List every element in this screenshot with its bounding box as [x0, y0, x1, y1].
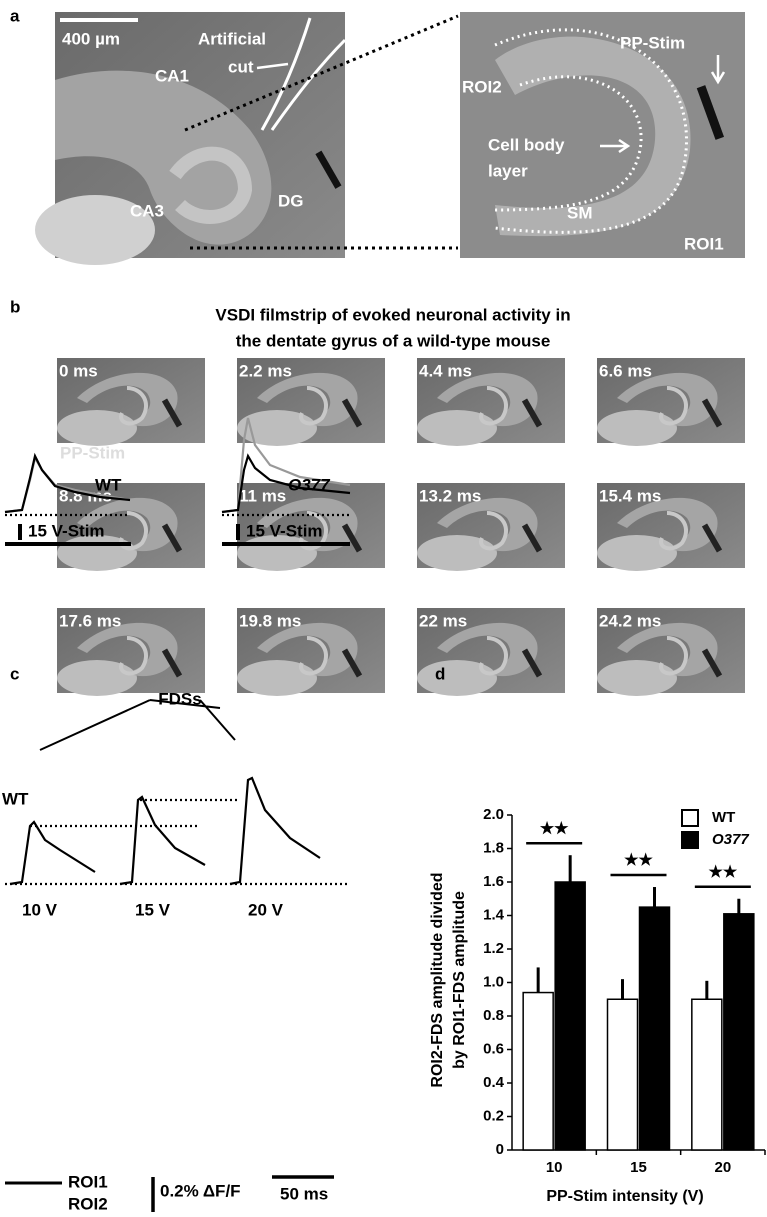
y-tick-label: 1.0 — [483, 973, 504, 990]
y-tick-label: 1.2 — [483, 940, 504, 957]
right-image — [460, 12, 745, 258]
group-label: WT — [95, 475, 122, 494]
callout: FDSs — [158, 689, 201, 708]
traces — [4, 417, 351, 1217]
legend-swatch — [681, 809, 699, 827]
group-label: O377 — [288, 475, 331, 494]
x-axis-label: PP-Stim intensity (V) — [546, 1188, 703, 1205]
zoom-lines — [184, 14, 459, 250]
legend-swatch — [681, 831, 699, 849]
panel-letter: c — [10, 664, 19, 683]
y-tick-label: 2.0 — [483, 806, 504, 823]
label: layer — [488, 161, 528, 180]
filmstrip: 0 ms 2.2 ms 4.4 ms 6.6 ms8.8 ms 11 ms 13.2 ms… — [55, 356, 747, 698]
scale-label: 0.2% ΔF/F — [160, 1181, 241, 1200]
legend-label: ROI1 — [68, 1172, 108, 1191]
y-tick-label: 0.4 — [483, 1074, 505, 1091]
x-tick-label: 10 — [546, 1159, 563, 1176]
bar — [691, 998, 723, 1151]
y-tick-label: 1.4 — [483, 906, 505, 923]
frame-label: 4.4 ms — [419, 361, 472, 380]
label: CA3 — [130, 201, 164, 220]
title: VSDI filmstrip of evoked neuronal activi… — [215, 305, 570, 324]
intensity: 20 V — [248, 900, 284, 919]
label: SM — [567, 203, 593, 222]
frame-label: 11 ms — [239, 486, 286, 505]
frame-label: 6.6 ms — [599, 361, 652, 380]
significance: ★★ — [708, 864, 737, 881]
label: Artificial — [198, 29, 266, 48]
panel-letter: b — [10, 297, 20, 316]
bar — [638, 906, 671, 1151]
significance: ★★ — [540, 820, 569, 837]
y-tick-label: 0 — [496, 1141, 504, 1158]
panel-letter: d — [435, 664, 445, 683]
group-label: WT — [2, 789, 29, 808]
scale-label: 50 ms — [280, 1184, 328, 1203]
frame-label: 17.6 ms — [59, 611, 121, 630]
frame-label: 2.2 ms — [239, 361, 292, 380]
label: DG — [278, 191, 304, 210]
stim-label: PP-Stim — [60, 443, 125, 462]
y-tick-label: 0.8 — [483, 1007, 504, 1024]
label: CA1 — [155, 66, 189, 85]
bar — [522, 991, 554, 1151]
label: PP-Stim — [620, 33, 685, 52]
frame-label: 22 ms — [419, 611, 467, 630]
stim-label: 15 V-Stim — [246, 521, 323, 540]
y-tick-label: 1.8 — [483, 839, 504, 856]
frame-label: 19.8 ms — [239, 611, 301, 630]
label: Cell body — [488, 135, 565, 154]
x-tick-label: 15 — [630, 1159, 647, 1176]
panel-letter: a — [10, 6, 20, 25]
y-axis-label: ROI2-FDS amplitude divided — [429, 872, 446, 1087]
bar — [554, 881, 586, 1151]
frame-label: 24.2 ms — [599, 611, 661, 630]
y-axis-label: by ROI1-FDS amplitude — [451, 891, 468, 1069]
arrow — [256, 62, 289, 70]
label: ROI1 — [684, 234, 724, 253]
significance: ★★ — [624, 852, 653, 869]
frame-label: 15.4 ms — [599, 486, 661, 505]
scale-label: 400 µm — [62, 29, 120, 48]
left-image — [35, 12, 347, 265]
y-tick-label: 1.6 — [483, 873, 504, 890]
y-tick-label: 0.6 — [483, 1040, 504, 1057]
intensity: 15 V — [135, 900, 171, 919]
x-tick-label: 20 — [714, 1159, 731, 1176]
title: the dentate gyrus of a wild-type mouse — [236, 331, 551, 350]
y-tick-label: 0.2 — [483, 1107, 504, 1124]
intensity: 10 V — [22, 900, 58, 919]
legend-label: O377 — [712, 831, 749, 848]
frame-label: 0 ms — [59, 361, 98, 380]
legend-label: WT — [712, 809, 735, 826]
label: ROI2 — [462, 77, 502, 96]
frame-label: 13.2 ms — [419, 486, 481, 505]
bar — [723, 913, 755, 1151]
legend-label: ROI2 — [68, 1194, 108, 1212]
bar — [606, 998, 639, 1151]
stim-label: 15 V-Stim — [28, 521, 105, 540]
label: cut — [228, 57, 254, 76]
